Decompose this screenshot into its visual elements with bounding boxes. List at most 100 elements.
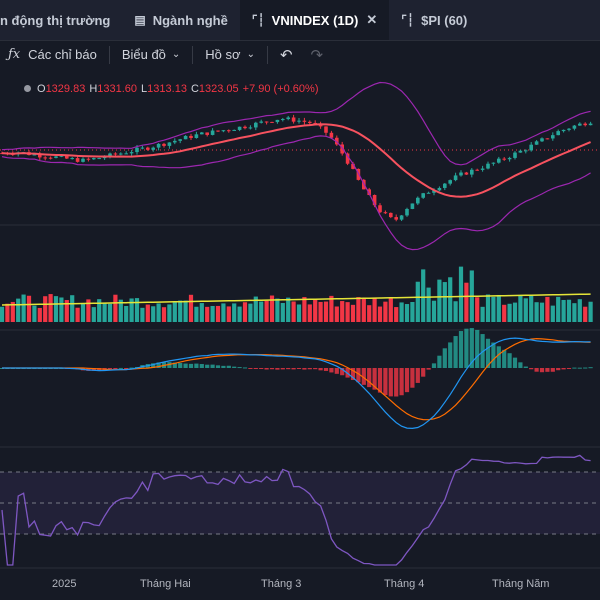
candle-body [551,135,555,139]
macd-histogram-bar [410,368,415,388]
tab-market-movement[interactable]: n động thị trường [0,0,122,40]
volume-bar [523,298,528,322]
open-label: O [37,83,46,95]
candle-body [432,190,436,193]
tab-vnindex[interactable]: ⌜┆ VNINDEX (1D) ✕ [239,0,390,40]
candle-body [75,158,80,162]
volume-bar [512,302,518,322]
candle-body [513,152,517,158]
open-value: 1329.83 [45,83,86,95]
candle-body [378,205,382,213]
volume-bar [21,294,26,322]
candle-body [443,183,447,188]
volume-bar [448,277,453,322]
candle-body [146,147,150,150]
candle-body [173,140,177,143]
macd-histogram-bar [485,338,491,368]
candle-body [210,130,215,135]
volume-bar [37,307,42,322]
candle-body [167,142,172,146]
chart-type-button[interactable]: Biểu đồ ⌄ [110,40,192,69]
macd-histogram-bar [361,368,366,385]
volume-bar [518,295,523,322]
low-value: 1313.13 [147,83,187,95]
macd-histogram-bar [502,349,507,368]
profile-button[interactable]: Hồ sơ ⌄ [193,40,267,69]
profile-label: Hồ sơ [205,47,241,62]
candle-body [383,212,388,214]
candle-body [38,154,42,158]
tab-pi[interactable]: ⌜┆ $PI (60) [389,0,479,40]
macd-histogram-bar [437,355,442,368]
macd-histogram-bar [399,368,404,396]
volume-bar [296,304,302,322]
macd-histogram-bar [286,368,291,370]
divider [108,45,110,64]
macd-histogram-bar [458,331,464,368]
undo-button[interactable]: ↶ [268,40,305,69]
macd-histogram-bar [491,342,496,368]
candle-body [567,128,571,130]
candle-body [97,158,101,160]
volume-bar [377,306,383,322]
candle-body [335,137,339,145]
volume-bar [539,302,545,322]
macd-histogram-bar [259,368,264,369]
macd-histogram-bar [296,368,302,369]
candle-body [281,119,285,121]
candle-body [264,121,269,123]
volume-bar [464,282,469,322]
macd-histogram-bar [118,367,123,369]
candle-body [102,157,107,159]
indicators-button[interactable]: ƒx Các chỉ báo [0,40,109,69]
volume-bar [502,304,507,322]
macd-histogram-bar [275,368,280,370]
volume-bar [323,301,329,322]
high-label: H [89,83,98,95]
candle-body [340,144,344,154]
volume-bar [242,302,248,322]
macd-histogram-bar [172,362,177,368]
volume-bar [480,306,485,322]
volume-bar [80,303,86,322]
macd-histogram-bar [512,357,518,368]
candle-body [518,150,523,153]
volume-bar [583,306,588,322]
volume-bar [53,296,59,322]
candle-body [556,131,560,136]
macd-histogram-bar [415,368,420,383]
volume-bar [264,300,269,322]
macd-histogram-bar [475,329,480,368]
close-icon[interactable]: ✕ [366,12,378,27]
candle-body [129,152,134,154]
volume-bar [26,295,32,322]
tab-industry[interactable]: ▤ Ngành nghề [122,0,239,40]
candle-body [351,163,355,169]
macd-histogram-bar [194,363,199,368]
candle-body [270,121,274,123]
candle-body [324,126,328,133]
candle-body [81,158,85,162]
volume-bar [302,297,307,322]
candle-body [405,208,409,216]
volume-bar [134,298,140,322]
volume-bar [156,303,161,322]
volume-bar [248,303,253,322]
candle-body [491,162,496,164]
candle-body [399,215,404,220]
tab-label: Ngành nghề [152,12,228,28]
macd-histogram-bar [205,364,210,368]
candle-body [367,189,371,196]
macd-histogram-bar [356,368,361,383]
x-axis-label: Tháng Năm [492,578,550,590]
tab-label: VNINDEX (1D) [271,12,359,28]
candle-body [448,180,452,184]
volume-ma-line [1,293,591,306]
macd-histogram-bar [334,368,339,374]
candle-body [416,197,420,204]
macd-histogram-bar [534,368,539,372]
redo-button[interactable]: ↷ [305,40,336,69]
macd-histogram-bar [556,368,561,371]
candle-body [464,172,469,175]
